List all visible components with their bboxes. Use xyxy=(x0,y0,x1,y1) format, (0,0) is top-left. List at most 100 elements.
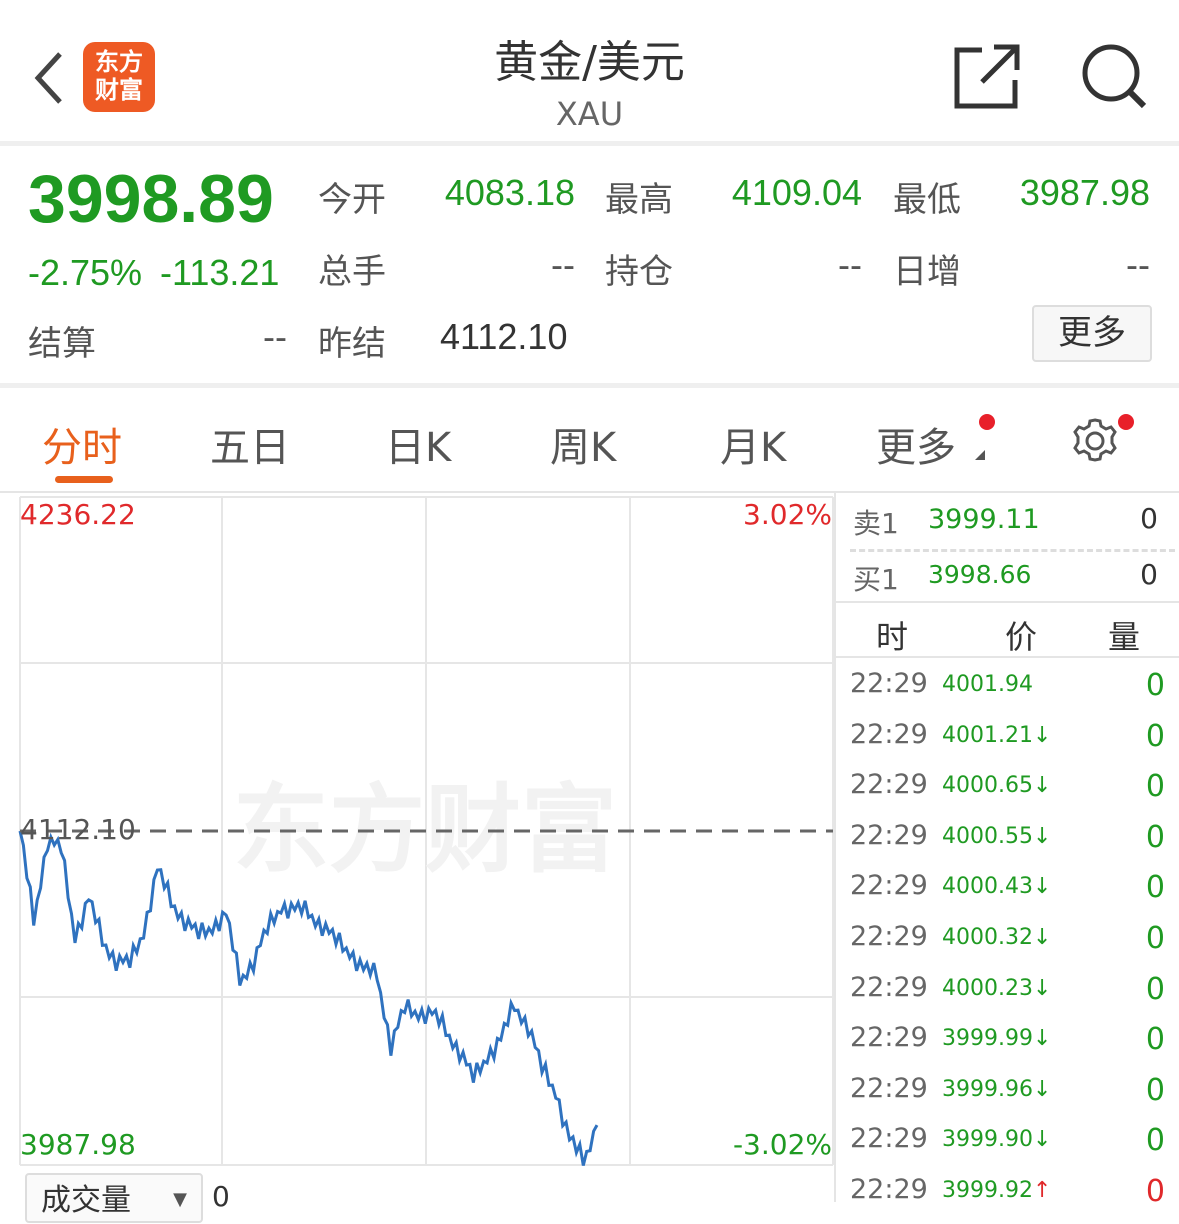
tick-time: 22:29 xyxy=(850,718,928,750)
tick-direction-icon: ↓ xyxy=(1032,975,1052,1001)
tick-price: 4001.94 xyxy=(942,672,1033,697)
tick-direction-icon: ↓ xyxy=(1032,823,1052,849)
chart-max-label: 4236.22 xyxy=(20,498,136,531)
high-label: 最高 xyxy=(605,180,673,220)
tab-more[interactable]: 更多 xyxy=(876,425,956,471)
tick-direction-icon: ↓ xyxy=(1032,925,1052,950)
tick-direction-icon: ↓ xyxy=(1032,874,1052,900)
tick-row: 22:29 4000.23↓ 0 xyxy=(850,972,1165,1022)
back-button[interactable] xyxy=(30,48,70,108)
more-quote-button[interactable]: 更多 xyxy=(1032,305,1152,362)
page-title: 黄金/美元 xyxy=(494,37,685,88)
tab-weekly-k[interactable]: 周K xyxy=(550,425,617,471)
tick-row: 22:29 4000.43↓ 0 xyxy=(850,870,1165,920)
volume-indicator-label: 成交量 xyxy=(41,1183,131,1218)
tab-intraday[interactable]: 分时 xyxy=(42,425,122,471)
tick-time: 22:29 xyxy=(850,668,928,699)
tick-price: 4000.55↓ xyxy=(942,823,1052,849)
tick-time: 22:29 xyxy=(850,819,928,851)
search-button[interactable] xyxy=(1080,42,1150,114)
tick-qty: 0 xyxy=(1145,769,1165,805)
change-pct: -2.75% xyxy=(28,252,143,293)
tick-row: 22:29 3999.99↓ 0 xyxy=(850,1022,1165,1072)
prev-settle-label: 昨结 xyxy=(318,324,386,364)
tick-row: 22:29 4000.65↓ 0 xyxy=(850,769,1165,819)
search-icon xyxy=(1082,44,1147,109)
last-price: 3998.89 xyxy=(28,161,274,237)
chart-max-pct: 3.02% xyxy=(743,498,832,531)
prev-close-label: 4112.10 xyxy=(20,813,136,846)
col-price-header: 价 xyxy=(1005,618,1038,656)
bid-row: 买1 3998.66 0 xyxy=(850,558,1158,598)
tick-price: 4000.23↓ xyxy=(942,975,1052,1001)
tick-row: 22:29 4000.55↓ 0 xyxy=(850,820,1165,870)
tick-time: 22:29 xyxy=(850,769,928,801)
tick-row: 22:29 4001.21↓ 0 xyxy=(850,719,1165,769)
chart-min-label: 3987.98 xyxy=(20,1128,136,1161)
daily-increase-label: 日增 xyxy=(893,252,961,292)
tick-qty: 0 xyxy=(1145,870,1165,906)
gear-icon xyxy=(1073,418,1117,462)
volume-value: -- xyxy=(551,244,575,285)
settle-label: 结算 xyxy=(28,324,96,364)
intraday-chart[interactable]: 东方财富 xyxy=(0,493,835,1173)
low-value: 3987.98 xyxy=(1019,172,1150,213)
tab-more-corner-icon xyxy=(975,450,985,460)
tick-qty: 0 xyxy=(1145,718,1165,754)
notification-dot xyxy=(1118,414,1134,430)
tick-direction-icon: ↑ xyxy=(1032,1178,1052,1203)
tab-daily-k[interactable]: 日K xyxy=(385,425,452,471)
tick-direction-icon: ↓ xyxy=(1032,1076,1052,1102)
tick-time: 22:29 xyxy=(850,870,928,902)
col-qty-header: 量 xyxy=(1108,618,1141,656)
settle-value: -- xyxy=(263,316,287,357)
tick-price: 3999.90↓ xyxy=(942,1127,1052,1153)
col-time-header: 时 xyxy=(876,618,909,656)
share-icon xyxy=(954,44,1020,109)
tick-qty: 0 xyxy=(1145,819,1165,855)
tick-price: 3999.96↓ xyxy=(942,1076,1052,1102)
settings-button[interactable] xyxy=(1070,416,1120,470)
tick-qty: 0 xyxy=(1145,1123,1165,1159)
tick-price: 4000.65↓ xyxy=(942,773,1052,799)
tab-five-day[interactable]: 五日 xyxy=(210,425,290,471)
page-subtitle: XAU xyxy=(555,95,624,133)
tick-row: 22:29 4001.94 0 xyxy=(850,668,1165,718)
prev-settle-value: 4112.10 xyxy=(440,316,568,357)
high-value: 4109.04 xyxy=(731,172,862,213)
tick-qty: 0 xyxy=(1145,1072,1165,1108)
tick-price: 4000.32↓ xyxy=(942,925,1052,950)
ask-qty: 0 xyxy=(1140,502,1158,535)
ask-price: 3999.11 xyxy=(928,504,1040,535)
volume-indicator-select[interactable]: 成交量 ▼ xyxy=(25,1173,203,1223)
tick-time: 22:29 xyxy=(850,921,928,952)
tick-direction-icon: ↓ xyxy=(1032,722,1052,748)
tick-time: 22:29 xyxy=(850,1174,928,1205)
back-chevron-icon xyxy=(34,52,62,104)
tick-time: 22:29 xyxy=(850,971,928,1003)
logo-text: 财富 xyxy=(95,76,143,104)
share-button[interactable] xyxy=(952,42,1022,114)
tick-qty: 0 xyxy=(1145,971,1165,1007)
tick-price: 4000.43↓ xyxy=(942,874,1052,900)
tab-monthly-k[interactable]: 月K xyxy=(720,425,787,471)
tick-qty: 0 xyxy=(1145,1022,1165,1058)
chart-min-pct: -3.02% xyxy=(732,1128,832,1161)
tick-price: 3999.92↑ xyxy=(942,1178,1052,1203)
price-line xyxy=(18,830,599,1166)
tick-price: 3999.99↓ xyxy=(942,1026,1052,1052)
tick-direction-icon: ↓ xyxy=(1032,1026,1052,1052)
active-tab-indicator xyxy=(55,476,113,483)
change-value: -113.21 xyxy=(160,252,280,293)
tick-time: 22:29 xyxy=(850,1022,928,1054)
tick-price: 4001.21↓ xyxy=(942,722,1052,748)
app-logo: 东方 财富 xyxy=(83,42,155,112)
tick-time: 22:29 xyxy=(850,1072,928,1104)
tick-time: 22:29 xyxy=(850,1123,928,1155)
tick-row: 22:29 3999.96↓ 0 xyxy=(850,1073,1165,1123)
tick-row: 22:29 4000.32↓ 0 xyxy=(850,921,1165,971)
notification-dot xyxy=(979,414,995,430)
tick-row: 22:29 3999.92↑ 0 xyxy=(850,1174,1165,1224)
bid-qty: 0 xyxy=(1140,558,1158,591)
open-interest-label: 持仓 xyxy=(605,252,673,292)
